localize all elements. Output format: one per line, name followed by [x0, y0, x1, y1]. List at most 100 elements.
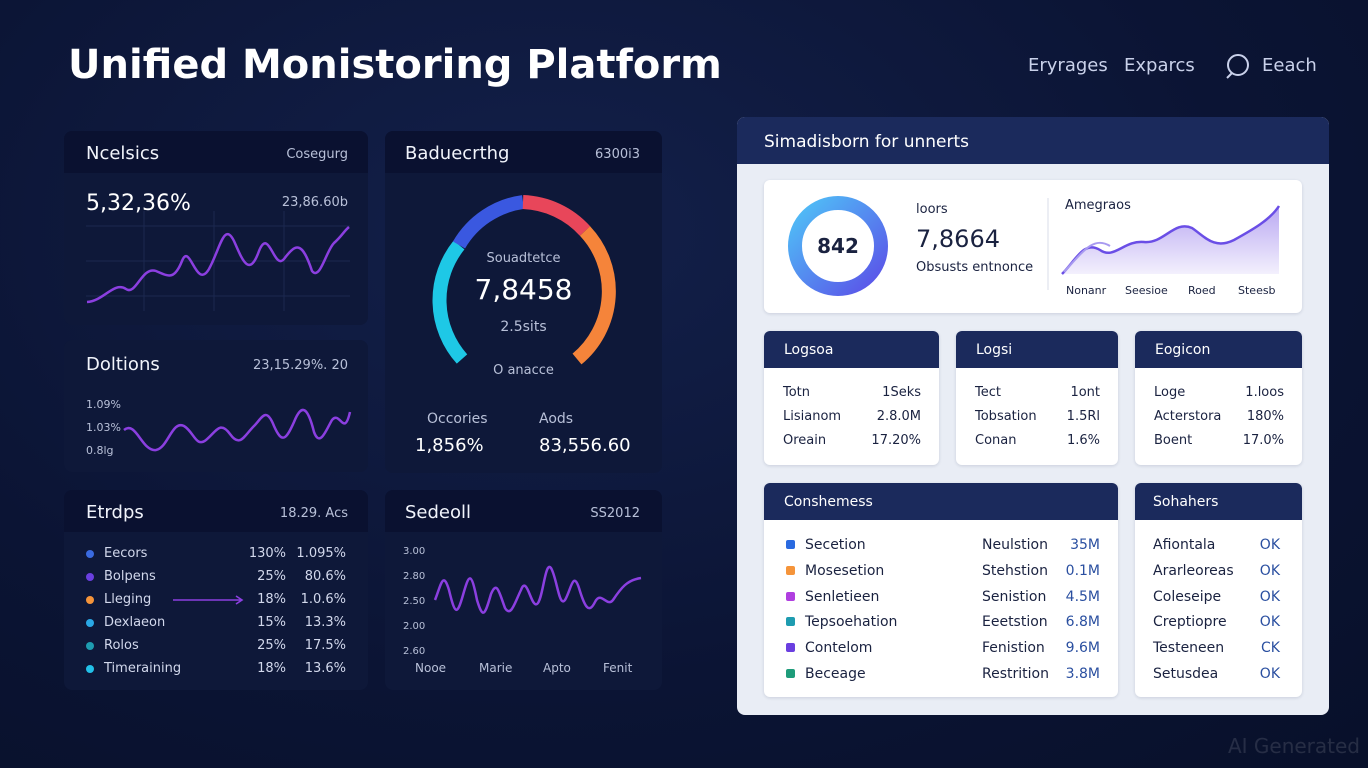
row-icon	[786, 565, 795, 575]
row-label: Loge	[1154, 385, 1186, 400]
row-name: Creptiopre	[1153, 614, 1227, 631]
row-icon	[786, 669, 795, 678]
info-card: Eogicon Loge 1.loos Acterstora 180% Boent 17.0…	[1135, 331, 1302, 465]
status-dot	[86, 665, 94, 673]
row-size: 3.8M	[1065, 666, 1100, 682]
row-label: Tect	[975, 385, 1001, 400]
row-name: Beceage	[805, 666, 866, 682]
nav-link[interactable]: Eeach	[1262, 55, 1317, 76]
card-title: Eogicon	[1155, 342, 1211, 358]
row-share: 15%	[257, 615, 286, 630]
row-name: Eecors	[104, 546, 148, 561]
row-share: 18%	[257, 592, 286, 607]
overview-sub: Obsusts entnonce	[916, 260, 1034, 275]
metrics-panel: Ncelsics Cosegurg 5,32,36% 23,86.60b	[64, 131, 368, 325]
row-label: Lisianom	[783, 409, 842, 424]
panel-header	[385, 131, 662, 173]
row-rate: 1.095%	[296, 546, 346, 561]
row-type: Stehstion	[982, 562, 1048, 579]
donut-value: 842	[817, 234, 859, 258]
row-status: OK	[1259, 666, 1280, 682]
metric-value: 5,32,36%	[86, 191, 191, 216]
panel-header	[385, 490, 662, 532]
row-status: OK	[1259, 537, 1280, 553]
gauge	[432, 195, 616, 365]
x-label: Nonanr	[1066, 284, 1107, 297]
x-label: Marie	[479, 661, 513, 675]
row-value: 1.5Rl	[1066, 409, 1100, 424]
card-header	[956, 331, 1118, 368]
row-label: Conan	[975, 433, 1017, 448]
row-icon	[786, 617, 795, 627]
row-name: Ararleoreas	[1153, 562, 1234, 579]
page-title: Unified Monistoring Platform	[68, 42, 722, 88]
row-name: Rolos	[104, 638, 139, 653]
search-icon[interactable]	[1223, 52, 1253, 80]
panel-title: Doltions	[86, 354, 160, 375]
row-name: Contelom	[805, 640, 873, 657]
summary-panel: Simadisborn for unnerts 842 loors 7,8664…	[737, 117, 1329, 715]
axis-label: 0.8lg	[86, 444, 114, 457]
info-card: Logsoa Totn 1Seks Lisianom 2.8.0M Oreain 17.20…	[764, 331, 939, 465]
panel-title: Sedeoll	[405, 502, 472, 523]
gauge-panel: Baduecrthg 6300i3 Souadtetce 7,8458 2.5s…	[385, 131, 662, 473]
panel-tag: SS2012	[590, 506, 640, 521]
chart-title: Amegraos	[1065, 198, 1131, 213]
row-name: Dexlaeon	[104, 615, 166, 630]
row-value: 17.0%	[1242, 433, 1284, 448]
row-share: 25%	[257, 638, 286, 653]
axis-label: 1.09%	[86, 398, 121, 411]
info-card: Logsi Tect 1ont Tobsation 1.5Rl Conan 1.6%	[956, 331, 1118, 465]
row-type: Neulstion	[982, 537, 1048, 553]
panel-header	[64, 131, 368, 173]
gauge-label: Souadtetce	[486, 251, 561, 266]
overview-graphics	[788, 196, 1281, 296]
row-name: Timeraining	[104, 661, 182, 676]
row-label: Tobsation	[975, 409, 1037, 424]
axis-label: 2.00	[403, 621, 426, 632]
row-icon	[786, 591, 795, 601]
summary-header	[737, 117, 1329, 164]
row-name: Lleging	[104, 592, 152, 607]
row-name: Testeneen	[1153, 640, 1225, 657]
status-card: Sohahers Afiontala OK Ararleoreas OK Coleseip…	[1135, 483, 1302, 697]
row-type: Eeetstion	[982, 614, 1048, 631]
sedeoll-panel: Sedeoll SS2012 3.00 2.80 2.50 2.00 2.60 Nooe M…	[385, 490, 662, 690]
row-value: 1.6%	[1066, 433, 1100, 448]
gauge-sub: 2.5sits	[500, 319, 547, 335]
axis-label: 3.00	[403, 546, 426, 557]
watermark: AI Generated	[1227, 734, 1360, 758]
nav-link[interactable]: Eryrages	[1028, 55, 1108, 76]
row-name: Coleseipe	[1153, 588, 1222, 605]
panel-tag: Cosegurg	[286, 147, 348, 162]
stat-label: Occories	[427, 411, 488, 427]
row-size: 6.8M	[1065, 614, 1100, 631]
panel-header	[64, 490, 368, 532]
sparkline	[123, 408, 352, 452]
row-icon	[786, 643, 795, 653]
panel-tag: 6300i3	[595, 147, 640, 162]
row-icon	[786, 540, 795, 549]
row-rate: 17.5%	[304, 638, 346, 653]
row-value: 2.8.0M	[876, 409, 921, 424]
table-card: Conshemess Secetion Neulstion 35M Mosesetion…	[764, 483, 1118, 697]
row-name: Secetion	[805, 537, 866, 553]
row-name: Tepsoehation	[805, 614, 898, 631]
row-share: 18%	[257, 661, 286, 676]
row-value: 17.20%	[871, 433, 921, 448]
row-name: Senletieen	[805, 588, 880, 605]
axis-label: 1.03%	[86, 421, 121, 434]
x-label: Roed	[1188, 284, 1216, 297]
row-share: 130%	[248, 546, 286, 561]
row-value: 1.loos	[1245, 385, 1284, 400]
row-name: Afiontala	[1153, 537, 1216, 553]
row-status: OK	[1259, 614, 1280, 631]
row-status: OK	[1259, 588, 1280, 605]
nav-link[interactable]: Exparcs	[1124, 55, 1195, 76]
panel-tag: 23,15.29%. 20	[252, 358, 348, 373]
doltions-panel: Doltions 23,15.29%. 20 1.09% 1.03% 0.8lg	[64, 340, 368, 472]
gauge-value: 7,8458	[474, 273, 573, 306]
overview-label: loors	[916, 202, 948, 217]
x-label: Seesioe	[1125, 284, 1168, 297]
